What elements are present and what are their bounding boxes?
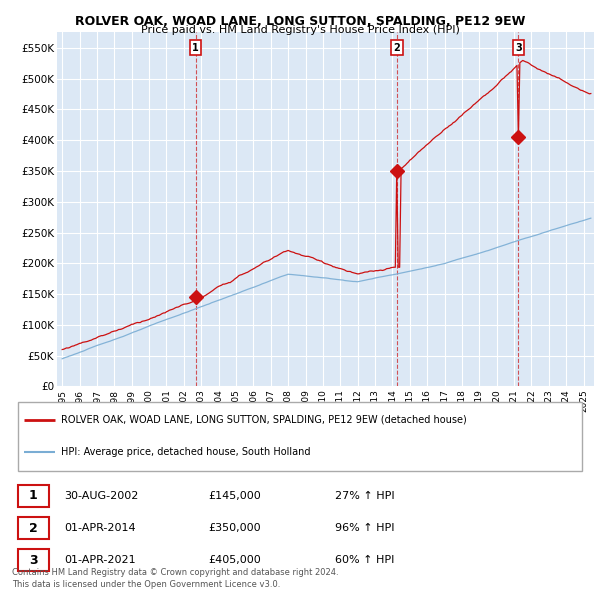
Text: 3: 3 — [29, 553, 38, 566]
Text: 01-APR-2014: 01-APR-2014 — [64, 523, 136, 533]
FancyBboxPatch shape — [18, 517, 49, 539]
Text: ROLVER OAK, WOAD LANE, LONG SUTTON, SPALDING, PE12 9EW: ROLVER OAK, WOAD LANE, LONG SUTTON, SPAL… — [75, 15, 525, 28]
Text: 96% ↑ HPI: 96% ↑ HPI — [335, 523, 394, 533]
Text: 3: 3 — [515, 43, 522, 53]
Text: 27% ↑ HPI: 27% ↑ HPI — [335, 491, 394, 501]
Text: Price paid vs. HM Land Registry's House Price Index (HPI): Price paid vs. HM Land Registry's House … — [140, 25, 460, 35]
Text: 1: 1 — [29, 490, 38, 503]
Text: £350,000: £350,000 — [208, 523, 260, 533]
FancyBboxPatch shape — [18, 485, 49, 507]
Text: £145,000: £145,000 — [208, 491, 260, 501]
Text: Contains HM Land Registry data © Crown copyright and database right 2024.
This d: Contains HM Land Registry data © Crown c… — [12, 568, 338, 589]
Text: £405,000: £405,000 — [208, 555, 260, 565]
Text: 30-AUG-2002: 30-AUG-2002 — [64, 491, 138, 501]
Text: ROLVER OAK, WOAD LANE, LONG SUTTON, SPALDING, PE12 9EW (detached house): ROLVER OAK, WOAD LANE, LONG SUTTON, SPAL… — [61, 415, 467, 425]
Text: 2: 2 — [29, 522, 38, 535]
Text: 01-APR-2021: 01-APR-2021 — [64, 555, 136, 565]
Text: HPI: Average price, detached house, South Holland: HPI: Average price, detached house, Sout… — [61, 447, 310, 457]
Text: 2: 2 — [394, 43, 400, 53]
FancyBboxPatch shape — [18, 549, 49, 571]
Text: 1: 1 — [192, 43, 199, 53]
Text: 60% ↑ HPI: 60% ↑ HPI — [335, 555, 394, 565]
FancyBboxPatch shape — [18, 402, 582, 471]
